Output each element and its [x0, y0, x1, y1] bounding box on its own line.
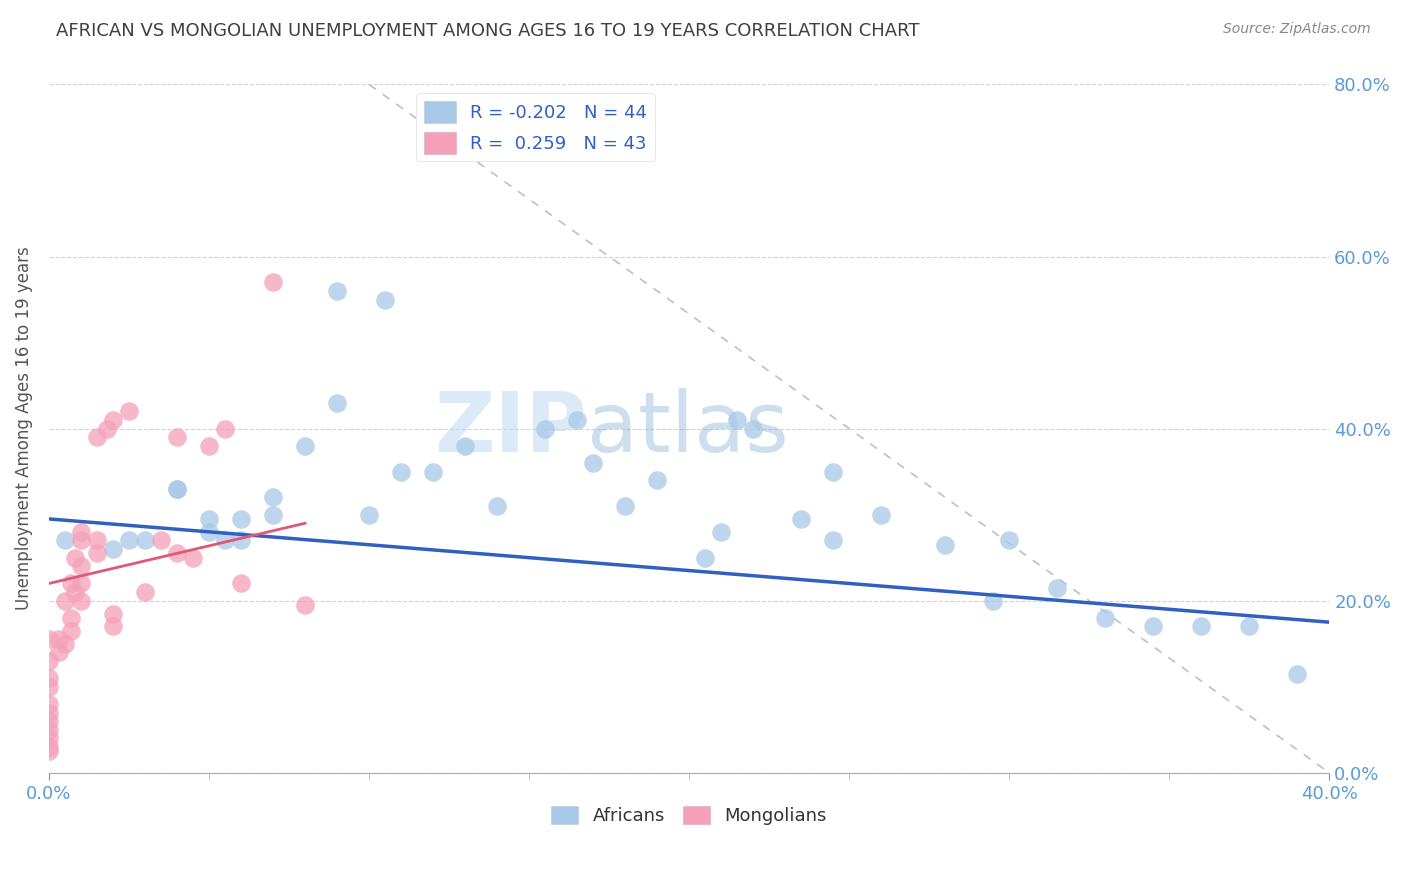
Point [357, 508, 380, 522]
Point [63, 550, 86, 565]
Point [53, 533, 76, 548]
Point [198, 512, 221, 526]
Text: Source: ZipAtlas.com: Source: ZipAtlas.com [1223, 22, 1371, 37]
Point [60, 576, 83, 591]
Point [48, 645, 70, 659]
Point [934, 538, 956, 552]
Point [534, 421, 557, 435]
Point [1189, 619, 1212, 633]
Point [118, 533, 141, 548]
Point [294, 598, 316, 612]
Legend: Africans, Mongolians: Africans, Mongolians [544, 798, 834, 832]
Point [262, 276, 284, 290]
Point [710, 524, 733, 539]
Point [981, 593, 1004, 607]
Point [214, 533, 236, 548]
Point [101, 413, 124, 427]
Text: AFRICAN VS MONGOLIAN UNEMPLOYMENT AMONG AGES 16 TO 19 YEARS CORRELATION CHART: AFRICAN VS MONGOLIAN UNEMPLOYMENT AMONG … [56, 22, 920, 40]
Y-axis label: Unemployment Among Ages 16 to 19 years: Unemployment Among Ages 16 to 19 years [15, 247, 32, 610]
Point [53, 637, 76, 651]
Point [86, 533, 108, 548]
Point [70, 593, 93, 607]
Point [166, 482, 188, 496]
Point [695, 550, 717, 565]
Point [166, 430, 188, 444]
Point [150, 533, 173, 548]
Point [262, 491, 284, 505]
Point [101, 619, 124, 633]
Point [198, 439, 221, 453]
Point [38, 706, 60, 720]
Point [1142, 619, 1164, 633]
Point [38, 731, 60, 746]
Point [38, 671, 60, 685]
Point [422, 465, 444, 479]
Point [38, 744, 60, 758]
Point [101, 607, 124, 621]
Point [823, 533, 845, 548]
Point [229, 533, 252, 548]
Point [389, 465, 412, 479]
Text: atlas: atlas [586, 388, 789, 469]
Point [1094, 611, 1116, 625]
Point [229, 576, 252, 591]
Point [60, 611, 83, 625]
Point [38, 697, 60, 711]
Point [614, 499, 637, 513]
Text: ZIP: ZIP [434, 388, 586, 469]
Point [38, 632, 60, 647]
Point [38, 680, 60, 694]
Point [823, 465, 845, 479]
Point [998, 533, 1021, 548]
Point [645, 473, 668, 487]
Point [38, 714, 60, 728]
Point [582, 456, 605, 470]
Point [86, 430, 108, 444]
Point [53, 593, 76, 607]
Point [101, 542, 124, 557]
Point [198, 524, 221, 539]
Point [486, 499, 509, 513]
Point [374, 293, 396, 307]
Point [214, 421, 236, 435]
Point [38, 654, 60, 668]
Point [294, 439, 316, 453]
Point [86, 546, 108, 560]
Point [70, 576, 93, 591]
Point [454, 439, 477, 453]
Point [326, 396, 349, 410]
Point [181, 550, 204, 565]
Point [870, 508, 893, 522]
Point [565, 413, 588, 427]
Point [38, 739, 60, 754]
Point [70, 524, 93, 539]
Point [229, 512, 252, 526]
Point [1046, 581, 1069, 595]
Point [134, 533, 156, 548]
Point [118, 404, 141, 418]
Point [1286, 666, 1309, 681]
Point [60, 624, 83, 638]
Point [742, 421, 765, 435]
Point [38, 723, 60, 737]
Point [790, 512, 813, 526]
Point [96, 421, 118, 435]
Point [70, 559, 93, 574]
Point [166, 482, 188, 496]
Point [725, 413, 748, 427]
Point [63, 585, 86, 599]
Point [134, 585, 156, 599]
Point [326, 284, 349, 298]
Point [70, 533, 93, 548]
Point [1239, 619, 1261, 633]
Point [48, 632, 70, 647]
Point [262, 508, 284, 522]
Point [166, 546, 188, 560]
